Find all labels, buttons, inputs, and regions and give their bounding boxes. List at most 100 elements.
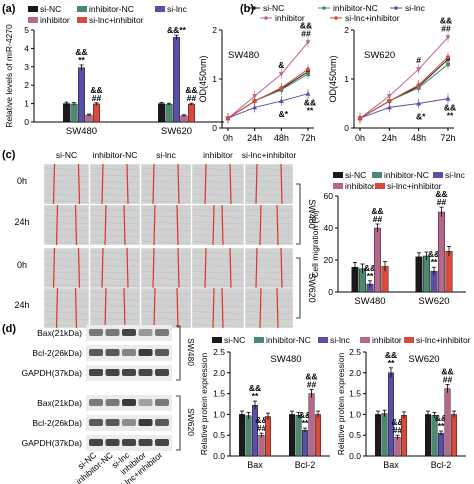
- significance-mark: &*: [416, 112, 426, 122]
- x-tick-label: 0h: [355, 133, 365, 143]
- cell-line-label: SW480: [186, 338, 196, 366]
- legend-label: si-NC: [263, 3, 284, 13]
- wound-texture: [140, 193, 192, 197]
- wound-texture: [140, 298, 192, 301]
- significance-mark: **: [252, 391, 259, 401]
- wound-texture: [89, 234, 141, 238]
- y-axis-label: OD(450nm): [198, 55, 208, 102]
- wound-texture: [140, 311, 192, 314]
- legend-swatch: [212, 337, 222, 343]
- wound-texture: [140, 221, 192, 225]
- wound-texture: [244, 251, 294, 255]
- blot-band: [138, 439, 153, 446]
- wound-image: [140, 163, 192, 205]
- wound-edge-line: [280, 163, 283, 205]
- wound-texture: [89, 298, 141, 301]
- x-tick-label: SW620: [161, 126, 192, 137]
- wound-image: [89, 204, 141, 246]
- wound-texture: [244, 284, 294, 287]
- y-tick-label: 3: [24, 62, 29, 72]
- significance-mark: &&: [435, 189, 447, 199]
- blot-band: [122, 349, 136, 356]
- blot-band: [122, 369, 136, 376]
- wound-texture: [89, 251, 141, 255]
- wound-texture: [43, 174, 90, 177]
- significance-mark: **: [78, 55, 85, 65]
- wound-texture: [89, 174, 141, 177]
- legend-swatch: [333, 183, 343, 189]
- wound-texture: [89, 241, 141, 244]
- bracket: [176, 395, 181, 451]
- bar: [78, 67, 85, 123]
- wound-edge-line: [229, 163, 232, 205]
- bar: [374, 227, 381, 293]
- wound-texture: [89, 264, 141, 268]
- data-point: [416, 67, 422, 72]
- wound-edge-line: [176, 287, 179, 329]
- legend-label: si-NC: [224, 335, 245, 345]
- legend-swatch: [360, 337, 370, 343]
- wound-texture: [89, 304, 141, 308]
- wound-edge-line: [212, 204, 215, 246]
- blot-band: [89, 369, 103, 376]
- bar: [438, 432, 444, 457]
- y-tick-label: 2: [24, 80, 29, 90]
- significance-mark: **: [367, 271, 374, 281]
- wound-texture: [43, 234, 90, 238]
- x-tick-label: SW480: [66, 126, 97, 137]
- significance-mark: ##: [437, 197, 447, 207]
- cell-line-label: SW620: [186, 408, 196, 436]
- bar: [93, 103, 100, 123]
- chart-title: SW480: [270, 354, 301, 365]
- wound-image: [89, 163, 141, 205]
- y-tick-label: 2.0: [213, 368, 225, 378]
- series-line: [227, 41, 309, 119]
- panel-label-d: (d): [2, 323, 16, 335]
- wound-edge-line: [126, 247, 129, 289]
- significance-mark: ##: [393, 425, 403, 435]
- wound-texture: [191, 215, 245, 218]
- wound-texture: [191, 241, 245, 244]
- y-tick-label: 0: [344, 123, 349, 133]
- x-tick-label: SW480: [354, 296, 385, 307]
- wound-texture: [89, 291, 141, 295]
- y-axis-label: Relative protein expression: [199, 352, 209, 455]
- bar: [315, 414, 321, 457]
- band-label: Bax(21kDa): [37, 398, 82, 408]
- wound-texture: [191, 304, 245, 308]
- wound-texture: [191, 271, 245, 274]
- wound-texture: [191, 221, 245, 225]
- wound-texture: [140, 251, 192, 255]
- x-tick-label: Bcl-2: [431, 460, 452, 470]
- wound-texture: [244, 298, 294, 301]
- wound-edge-line: [177, 163, 180, 205]
- wound-texture: [140, 284, 192, 287]
- wound-texture: [140, 180, 192, 184]
- data-point: [445, 54, 451, 60]
- blot-band: [89, 439, 103, 446]
- wound-texture: [191, 208, 245, 212]
- wound-texture: [140, 208, 192, 212]
- y-tick-label: 1: [24, 99, 29, 109]
- wound-texture: [244, 258, 294, 261]
- wound-texture: [43, 258, 90, 261]
- bar: [188, 103, 195, 123]
- wound-edge-line: [77, 247, 81, 289]
- data-point: [446, 62, 450, 67]
- wound-row-label: 0h: [17, 176, 27, 186]
- wound-texture: [191, 228, 245, 231]
- bar: [245, 415, 252, 457]
- wound-texture: [43, 193, 90, 197]
- wound-edge-line: [104, 204, 107, 246]
- blot-band: [89, 329, 103, 336]
- data-point: [305, 91, 311, 96]
- wound-texture: [89, 258, 141, 261]
- wound-texture: [89, 187, 141, 190]
- wound-texture: [244, 324, 294, 327]
- wound-image: [191, 287, 245, 329]
- significance-mark: ##: [187, 93, 197, 103]
- significance-mark: ##: [443, 374, 453, 384]
- legend-label: si-lnc: [405, 3, 426, 13]
- wound-texture: [191, 187, 245, 190]
- significance-mark: &&: [304, 98, 316, 108]
